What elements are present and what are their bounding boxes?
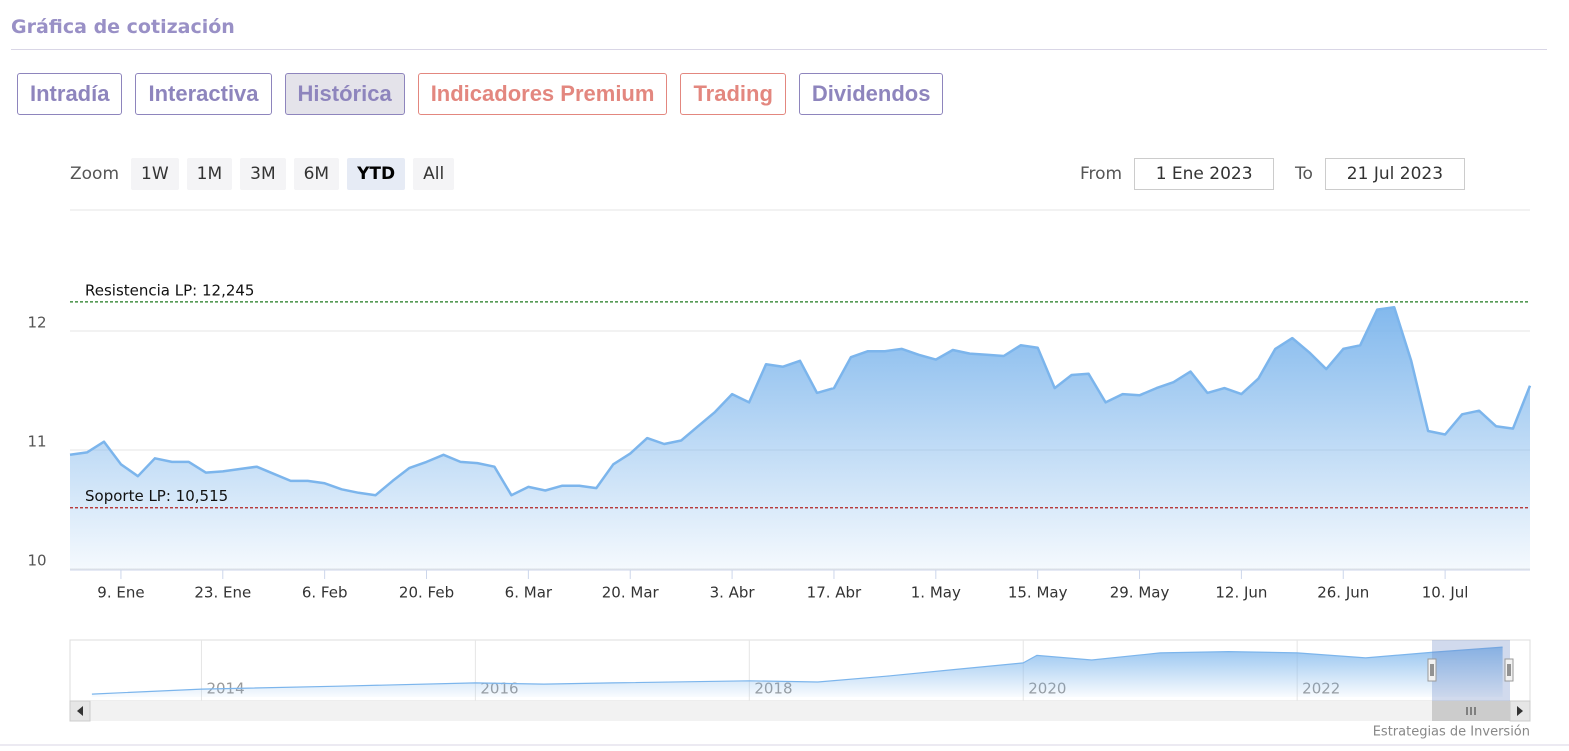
x-tick-label: 20. Feb <box>399 584 454 602</box>
navigator-area <box>91 647 1503 697</box>
to-label: To <box>1295 164 1313 184</box>
zoom-button[interactable]: All <box>413 158 455 190</box>
title-rule <box>11 49 1547 50</box>
zoom-button[interactable]: 1W <box>131 158 179 190</box>
from-label: From <box>1080 164 1123 184</box>
section-title: Gráfica de cotización <box>11 16 235 38</box>
tab[interactable]: Trading <box>680 73 786 115</box>
zoom-button[interactable]: YTD <box>347 158 406 190</box>
zoom-button[interactable]: 1M <box>186 158 233 190</box>
to-input[interactable]: 21 Jul 2023 <box>1324 158 1465 190</box>
zoom-button[interactable]: 3M <box>240 158 286 190</box>
x-tick-label: 6. Feb <box>302 584 348 602</box>
y-tick-label: 12 <box>27 314 46 332</box>
arrow-left <box>77 706 83 716</box>
navigator-handle[interactable] <box>1504 658 1514 682</box>
zoom-label: Zoom <box>70 164 120 184</box>
x-tick-label: 29. May <box>1110 584 1170 602</box>
range-from: From 1 Ene 2023 <box>1080 158 1275 190</box>
tab[interactable]: Interactiva <box>135 73 272 115</box>
thumb-grip <box>1466 707 1476 715</box>
navigator-selection[interactable] <box>1432 640 1510 701</box>
navigator-handle[interactable] <box>1427 658 1437 682</box>
zoom-bar: Zoom 1W 1M 3M 6M YTD All <box>70 158 455 190</box>
arrow-right <box>1517 706 1523 716</box>
x-tick-label: 20. Mar <box>602 584 660 602</box>
x-tick-label: 1. May <box>911 584 961 602</box>
annotation-label: Resistencia LP: 12,245 <box>85 281 254 299</box>
x-tick-label: 10. Jul <box>1422 584 1469 602</box>
tab-bar: Intradía Interactiva Histórica Indicadores … <box>17 73 944 115</box>
handle-grip <box>1507 664 1511 676</box>
tab[interactable]: Intradía <box>17 73 123 115</box>
price-line <box>69 305 1532 497</box>
y-tick-label: 10 <box>27 552 46 570</box>
handle-grip <box>1430 664 1434 676</box>
navigator-line <box>91 646 1503 695</box>
x-tick-label: 9. Ene <box>97 584 144 602</box>
y-tick-label: 11 <box>27 433 46 451</box>
from-input[interactable]: 1 Ene 2023 <box>1134 158 1275 190</box>
x-tick-label: 12. Jun <box>1215 584 1267 602</box>
annotation-label: Soporte LP: 10,515 <box>85 487 228 505</box>
zoom-button[interactable]: 6M <box>293 158 340 190</box>
scrollbar[interactable] <box>70 701 1530 721</box>
range-to: To 21 Jul 2023 <box>1295 158 1465 190</box>
tab[interactable]: Dividendos <box>798 73 944 115</box>
x-tick-label: 17. Abr <box>807 584 862 602</box>
x-tick-label: 6. Mar <box>505 584 553 602</box>
x-tick-label: 26. Jun <box>1317 584 1369 602</box>
area-fill <box>70 307 1530 569</box>
tab[interactable]: Histórica <box>284 73 405 115</box>
credit: Estrategias de Inversión <box>1373 725 1530 740</box>
x-tick-label: 3. Abr <box>710 584 756 602</box>
x-tick-label: 15. May <box>1008 584 1068 602</box>
tab[interactable]: Indicadores Premium <box>417 73 668 115</box>
x-tick-label: 23. Ene <box>194 584 251 602</box>
